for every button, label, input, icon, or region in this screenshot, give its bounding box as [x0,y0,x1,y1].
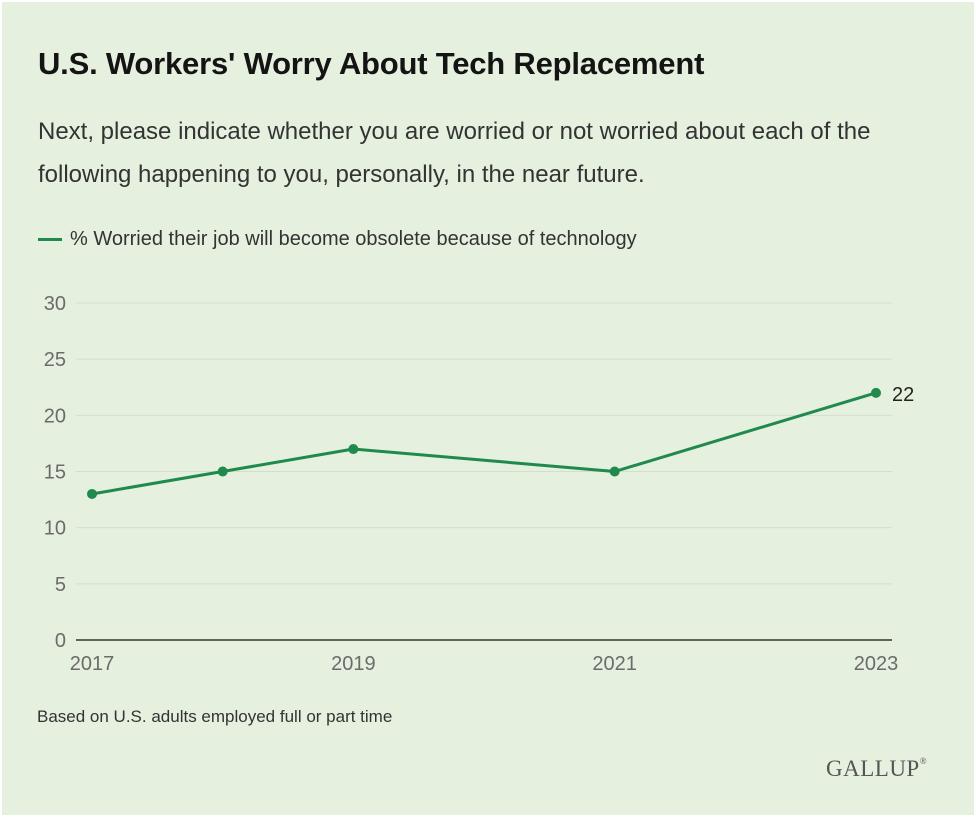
footnote: Based on U.S. adults employed full or pa… [37,707,393,726]
y-tick-label-25: 25 [44,349,66,371]
logo-registered-mark: ® [919,756,928,766]
y-tick-label-20: 20 [44,405,66,427]
legend: % Worried their job will become obsolete… [38,228,637,251]
x-tick-label-2023: 2023 [854,653,899,675]
data-point-2019 [348,444,359,455]
logo-text: GALLUP [826,756,920,781]
y-tick-label-5: 5 [55,574,66,596]
data-point-2023 [871,387,881,398]
legend-label: % Worried their job will become obsolete… [70,228,637,250]
data-point-2021 [609,466,620,477]
series-line-0 [90,391,878,496]
x-tick-label-2019: 2019 [331,653,376,675]
chart-subtitle: Next, please indicate whether you are wo… [38,118,871,188]
x-tick-label-2021: 2021 [592,653,637,675]
x-tick-label-2017: 2017 [70,653,115,675]
data-point-2018 [217,466,228,477]
gallup-logo: GALLUP® [826,756,927,782]
y-tick-label-10: 10 [44,518,66,540]
y-tick-label-30: 30 [44,293,66,315]
y-tick-label-15: 15 [44,462,66,484]
chart-title: U.S. Workers' Worry About Tech Replaceme… [38,46,705,81]
data-point-2017 [87,488,97,499]
data-label-2023: 22 [892,384,914,406]
legend-line-swatch [38,238,62,241]
y-tick-label-0: 0 [55,630,66,652]
